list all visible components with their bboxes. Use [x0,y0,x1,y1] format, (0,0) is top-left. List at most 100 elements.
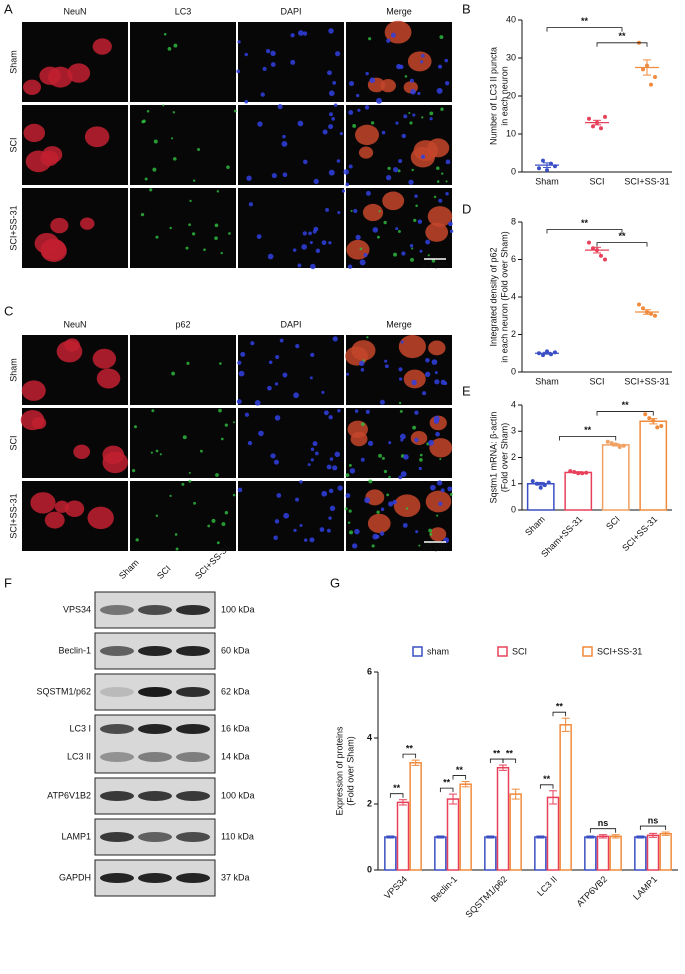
nucleus [247,440,253,446]
nucleus [274,519,280,524]
significance-bracket [596,42,648,47]
nucleus [398,367,403,372]
data-point [584,470,589,475]
y-tick-label: 0 [511,504,516,514]
nucleus [420,60,424,64]
puncta [191,232,196,236]
nucleus [360,368,365,372]
x-tick-label: Sham [535,376,559,386]
puncta [409,121,413,125]
neuron [384,20,412,44]
puncta [172,111,176,114]
band [100,752,134,762]
puncta [436,166,440,170]
puncta [193,501,197,505]
nucleus [273,459,279,465]
nucleus [273,535,278,541]
y-tick-label: 6 [511,254,516,264]
neuron [362,203,384,222]
puncta [140,213,145,217]
nucleus [246,175,252,181]
y-tick-label: 4 [367,732,372,742]
nucleus [369,77,376,84]
nucleus [307,463,311,467]
nucleus [385,174,392,181]
nucleus [341,189,346,193]
nucleus [349,468,356,474]
nucleus [414,194,418,198]
y-tick-label: 4 [511,291,516,301]
puncta [397,169,401,173]
nucleus [409,78,414,83]
row-label: SCI+SS-31 [8,493,18,538]
significance-bracket [552,711,567,717]
nucleus [314,451,319,456]
y-tick-label: 3 [511,426,516,436]
puncta [421,116,424,119]
neuron [365,489,385,506]
band [176,832,210,842]
puncta [383,220,387,225]
nucleus [438,198,443,203]
nucleus [321,390,325,395]
x-tick-label: Sham [523,514,547,538]
nucleus [438,501,443,506]
nucleus [275,354,280,360]
y-axis-label: Expression of proteins [334,726,344,816]
y-tick-label: 20 [506,90,516,100]
nucleus [337,210,341,215]
nucleus [322,129,328,135]
nucleus [393,167,399,173]
x-tick-label: Beclin-1 [429,874,459,904]
x-tick-label: LAMP1 [631,874,659,902]
nucleus [408,179,414,185]
data-point [546,480,551,485]
nucleus [299,480,303,484]
puncta [149,188,153,192]
nucleus [419,249,423,253]
significance-label: ** [581,218,589,228]
puncta [159,453,162,456]
puncta [151,409,155,413]
puncta [398,401,402,405]
puncta [449,492,453,496]
neuron [64,500,85,517]
micrograph [238,188,344,268]
puncta [371,544,375,548]
nucleus [348,110,354,115]
nucleus [430,484,436,491]
y-tick-label: 0 [367,864,372,874]
puncta [169,226,172,230]
panel-label: C [4,303,13,318]
nucleus [309,240,313,245]
micrograph [238,408,344,478]
puncta [146,109,150,113]
data-point [541,158,545,163]
nucleus [359,360,365,367]
legend-swatch [582,646,593,657]
y-axis-label: in each neuron [499,66,509,126]
data-point [537,166,541,171]
nucleus [312,441,318,447]
puncta [415,204,418,207]
puncta [376,510,380,514]
puncta [186,361,190,365]
puncta [155,449,159,453]
column-header: DAPI [280,6,301,16]
row-label: SCI+SS-31 [8,205,18,250]
micrograph [238,481,344,551]
nucleus [388,441,392,445]
nucleus [390,32,396,38]
protein-label: ATP6V1B2 [47,790,91,800]
significance-bracket [596,242,648,247]
nucleus [328,28,334,34]
y-tick-label: 4 [511,399,516,409]
neuron [73,444,91,459]
nucleus [319,527,325,532]
puncta [218,408,222,413]
nucleus [343,169,349,175]
nucleus [283,512,290,519]
nucleus [444,58,449,63]
data-point [587,240,591,245]
band [100,791,134,801]
